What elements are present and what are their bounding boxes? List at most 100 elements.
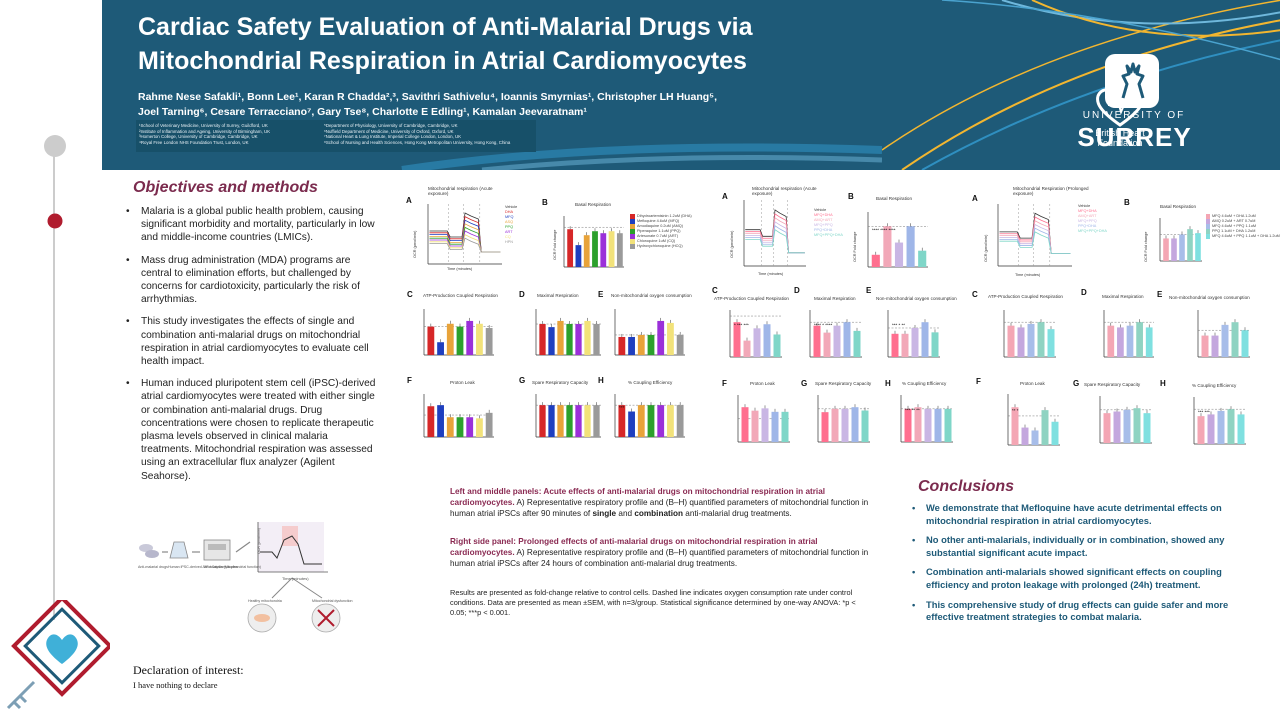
significance-stars: *** * ** — [892, 322, 905, 327]
dysfunction-mitochondria-icon — [311, 603, 341, 633]
middle-f-proton-chart — [737, 395, 790, 443]
legend-entry: Piperaquine 1.1uM (PPQ) — [630, 229, 692, 234]
bar — [883, 226, 892, 267]
bar — [733, 322, 741, 357]
panel-title: Proton Leak — [450, 380, 475, 385]
bar — [446, 417, 454, 437]
bar — [616, 233, 623, 267]
list-item: We demonstrate that Mefloquine have acut… — [910, 502, 1250, 527]
title-line-1: Cardiac Safety Evaluation of Anti-Malari… — [138, 13, 753, 41]
bar — [1171, 238, 1177, 261]
bar — [751, 410, 759, 442]
right-f-proton-chart: ** * — [1007, 394, 1060, 446]
bar — [1227, 409, 1235, 444]
x-axis-label: Time (minutes) — [758, 272, 784, 276]
bar — [637, 405, 645, 437]
bar — [539, 324, 546, 355]
bar — [904, 408, 912, 442]
bar — [676, 334, 684, 355]
bar — [600, 233, 607, 267]
grey-dot-icon — [44, 135, 66, 157]
legend-entry: Vehicle — [505, 205, 518, 209]
left-h-coupling-chart: *** — [614, 394, 685, 438]
bar — [667, 405, 674, 437]
panel-letter-e: E — [598, 290, 604, 299]
legend-entry: PPQ+DHA — [1078, 224, 1097, 228]
bar — [924, 408, 932, 442]
bar — [575, 324, 582, 355]
middle-b-basal-chart: **** **** **** — [867, 212, 928, 268]
panel-title: ATP-Production Coupled Respiration — [423, 293, 498, 298]
legend-entry: ART — [505, 230, 513, 234]
left-a-respiration-chart — [427, 204, 502, 265]
panel-letter-h: H — [1160, 379, 1166, 388]
objectives-list: Malaria is a global public health proble… — [124, 205, 376, 492]
bar — [647, 405, 655, 437]
authors-line-1: Rahme Nese Safakli¹, Bonn Lee¹, Karan R … — [138, 91, 717, 103]
bar — [575, 245, 582, 267]
bar — [592, 231, 598, 267]
bar — [593, 405, 600, 437]
caption-body: A) Representative respiratory profile an… — [450, 548, 869, 568]
bar — [1217, 410, 1225, 444]
panel-title: Maximal Respiration — [814, 296, 856, 301]
panel-letter-f: F — [407, 376, 412, 385]
legend-entry: MFQ+PPQ+DHA — [1078, 229, 1107, 233]
panel-title: ATP-Production Coupled Respiration — [988, 294, 1063, 299]
legend-entry: CQ — [505, 235, 511, 239]
left-c-atp-chart — [423, 309, 494, 356]
bar — [1195, 233, 1201, 261]
bar — [1241, 330, 1249, 357]
panel-title: Maximal Respiration — [1102, 294, 1144, 299]
bar — [476, 418, 483, 437]
affiliation: ⁵Department of Physiology, University of… — [324, 123, 458, 128]
right-e-nonmito-chart — [1197, 310, 1250, 358]
legend-entry: MFQ 4.6uM + DHA 1.2uM — [1206, 214, 1280, 219]
method-diagram: Anti-malarial drugs Human iPSC-derived A… — [132, 512, 372, 642]
bar — [763, 324, 771, 357]
bar — [1017, 327, 1025, 357]
author-list: Rahme Nese Safakli¹, Bonn Lee¹, Karan R … — [138, 90, 758, 120]
legend-entry: MFQ+DHA — [814, 213, 833, 217]
bar — [1047, 329, 1055, 357]
bar — [1103, 413, 1111, 443]
y-axis-label: OCR Fold change — [1144, 231, 1148, 262]
bar — [485, 412, 493, 437]
legend-entry: HPN — [505, 240, 514, 244]
legend-entry: AMQ 0.2uM + ART 0.7uM — [1206, 219, 1280, 224]
bhf-logo-text: British Heart Foundation — [1085, 128, 1155, 148]
decorative-timeline-line — [53, 150, 55, 620]
legend-entry: MFQ+PPQ+DHA — [814, 233, 843, 237]
list-item: This comprehensive study of drug effects… — [910, 599, 1250, 624]
bar — [1143, 413, 1151, 443]
middle-g-spare-chart — [817, 395, 870, 443]
left-b-basal-chart — [563, 216, 624, 268]
panel-letter-g: G — [801, 379, 808, 388]
declaration-text: I have nothing to declare — [133, 680, 218, 690]
middle-a-respiration-chart — [743, 200, 806, 267]
bar — [608, 231, 615, 267]
left-f-proton-chart — [423, 394, 494, 438]
panel-title: Spare Respiratory Capacity — [815, 381, 872, 386]
bar — [476, 323, 483, 355]
left-g-spare-chart — [535, 394, 601, 438]
significance-stars: *** ** ** — [905, 407, 920, 412]
legend-entry: MFQ — [505, 215, 514, 219]
panel-letter-e: E — [1157, 290, 1163, 299]
bar — [821, 412, 829, 442]
caption-right: Right side panel: Prolonged effects of a… — [450, 536, 880, 569]
caption-body: A) Representative respiratory profile an… — [450, 498, 869, 518]
panel-letter-c: C — [972, 290, 978, 299]
bar — [1201, 335, 1209, 357]
caption-bold-combination: combination — [634, 509, 684, 518]
right-g-spare-chart — [1099, 396, 1152, 444]
bar — [456, 417, 464, 437]
significance-stars: **** **** **** — [872, 227, 896, 232]
bar — [1107, 325, 1115, 357]
panel-title: Proton Leak — [1020, 381, 1045, 386]
bar — [657, 320, 665, 355]
panel-letter-b: B — [542, 198, 548, 207]
legend-entry: Vehicle — [1078, 204, 1091, 208]
legend-entry: DHA — [505, 210, 514, 214]
y-axis-label: OCR (pmol/min) — [730, 230, 734, 258]
